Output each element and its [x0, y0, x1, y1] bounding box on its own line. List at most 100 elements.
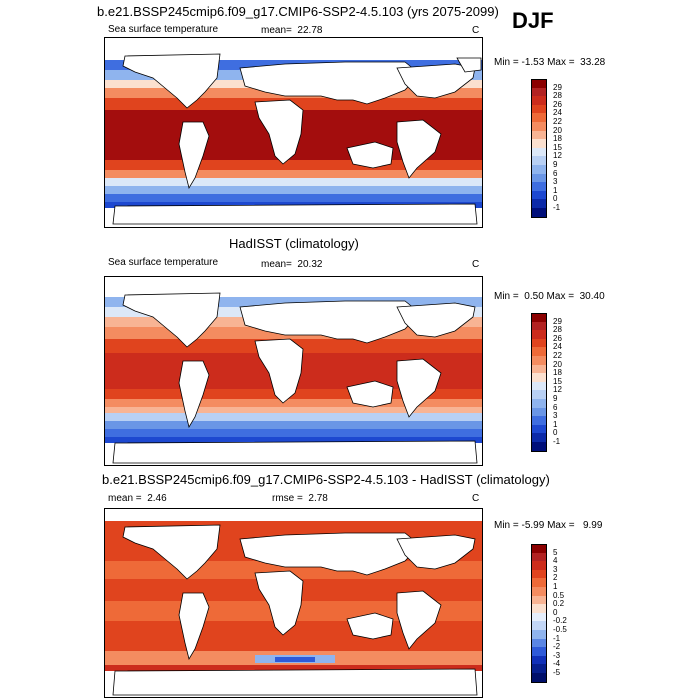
panel2-mean: mean= 20.32 [261, 259, 323, 270]
colorbar-swatch [531, 96, 547, 105]
colorbar-swatch [531, 442, 547, 452]
panel1-mean: mean= 22.78 [261, 25, 323, 36]
panel3-minmax: Min = -5.99 Max = 9.99 [494, 520, 603, 531]
colorbar-label: 1 [553, 582, 558, 591]
colorbar-label: -2 [553, 642, 561, 652]
colorbar-swatch [531, 630, 547, 639]
panel1-variable-label: Sea surface temperature [108, 24, 219, 35]
colorbar-label: -3 [553, 650, 561, 660]
season-label: DJF [512, 8, 554, 33]
colorbar-swatch [531, 552, 547, 562]
colorbar-swatch [531, 621, 547, 630]
panel2-variable-label: Sea surface temperature [108, 257, 219, 268]
colorbar-label: 6 [553, 402, 558, 412]
colorbar-swatch [531, 612, 547, 622]
colorbar-swatch [531, 424, 547, 434]
panel2-colorbar: 29 28 26 24 22 20 18 15 12 9 6 3 1 0 -1 [531, 313, 591, 459]
colorbar-swatch [531, 664, 547, 673]
panel3-title: b.e21.BSSP245cmip6.f09_g17.CMIP6-SSP2-4.… [102, 472, 550, 487]
colorbar-swatch [531, 147, 547, 157]
panel1-title: b.e21.BSSP245cmip6.f09_g17.CMIP6-SSP2-4.… [97, 4, 499, 19]
panel1-unit: C [472, 25, 480, 36]
colorbar-swatch [531, 433, 547, 442]
colorbar-label: -1 [553, 633, 561, 643]
colorbar-swatch [531, 587, 547, 596]
colorbar-swatch [531, 104, 547, 114]
colorbar-swatch [531, 569, 547, 579]
colorbar-label: 6 [553, 168, 558, 178]
colorbar-label: 3 [553, 177, 558, 187]
colorbar-swatch [531, 399, 547, 408]
colorbar-swatch [531, 390, 547, 399]
colorbar-swatch [531, 595, 547, 605]
colorbar-swatch [531, 208, 547, 218]
panel2-unit: C [472, 259, 480, 270]
colorbar-swatch [531, 373, 547, 382]
colorbar-label: 29 [553, 316, 562, 326]
panel1-minmax: Min = -1.53 Max = 33.28 [494, 57, 606, 68]
panel3-colorbar: 5 4 3 2 1 0.5 0.2 0 -0.2 -0.5 -1 -2 -3 -4 -5 [531, 544, 591, 690]
colorbar-swatch [531, 578, 547, 587]
colorbar-swatch [531, 113, 547, 122]
panel1-map [104, 37, 483, 228]
colorbar-label: 5 [553, 547, 558, 557]
colorbar-label: 24 [553, 108, 562, 118]
colorbar-label: 22 [553, 351, 562, 360]
colorbar-label: 26 [553, 99, 562, 109]
colorbar-label: 15 [553, 142, 562, 152]
colorbar-label: 28 [553, 325, 562, 335]
panel2-minmax: Min = 0.50 Max = 30.40 [494, 291, 605, 302]
colorbar-swatch [531, 638, 547, 648]
colorbar-swatch [531, 544, 547, 554]
colorbar-label: 20 [553, 359, 562, 369]
colorbar-label: 18 [553, 134, 562, 144]
colorbar-label: 9 [553, 160, 558, 169]
colorbar-swatch [531, 87, 547, 97]
colorbar-swatch [531, 364, 547, 374]
colorbar-swatch [531, 156, 547, 165]
colorbar-swatch [531, 130, 547, 140]
colorbar-label: 0.2 [553, 599, 565, 609]
panel3-unit: C [472, 493, 480, 504]
colorbar-label: 28 [553, 91, 562, 101]
colorbar-swatch [531, 79, 547, 89]
colorbar-label: -4 [553, 659, 561, 669]
colorbar-label: 2 [553, 573, 558, 583]
colorbar-swatch [531, 347, 547, 356]
colorbar-label: 24 [553, 342, 562, 352]
colorbar-swatch [531, 673, 547, 683]
colorbar-swatch [531, 356, 547, 365]
colorbar-label: 9 [553, 394, 558, 403]
colorbar-label: 0 [553, 607, 558, 617]
colorbar-label: 20 [553, 125, 562, 135]
colorbar-swatch [531, 182, 547, 191]
colorbar-swatch [531, 122, 547, 131]
colorbar-label: -1 [553, 203, 561, 212]
panel3-rmse: rmse = 2.78 [272, 493, 328, 504]
colorbar-label: 18 [553, 368, 562, 378]
colorbar-swatch [531, 381, 547, 391]
colorbar-label: -5 [553, 668, 561, 677]
colorbar-label: 3 [553, 564, 558, 574]
colorbar-label: 4 [553, 556, 558, 566]
colorbar-swatch [531, 416, 547, 425]
colorbar-label: 15 [553, 376, 562, 386]
colorbar-swatch [531, 139, 547, 148]
panel2-map [104, 276, 483, 466]
panel2-title: HadISST (climatology) [229, 236, 359, 251]
colorbar-swatch [531, 338, 547, 348]
colorbar-swatch [531, 165, 547, 174]
colorbar-swatch [531, 604, 547, 613]
colorbar-swatch [531, 321, 547, 331]
panel3-map [104, 508, 483, 698]
colorbar-swatch [531, 330, 547, 339]
colorbar-label: 1 [553, 419, 558, 429]
panel3-mean: mean = 2.46 [108, 493, 167, 504]
colorbar-label: -0.5 [553, 625, 567, 634]
colorbar-label: 0 [553, 194, 558, 204]
colorbar-label: 1 [553, 185, 558, 195]
colorbar-swatch [531, 199, 547, 208]
colorbar-label: -0.2 [553, 616, 567, 626]
colorbar-label: 12 [553, 151, 562, 161]
colorbar-label: 22 [553, 117, 562, 126]
